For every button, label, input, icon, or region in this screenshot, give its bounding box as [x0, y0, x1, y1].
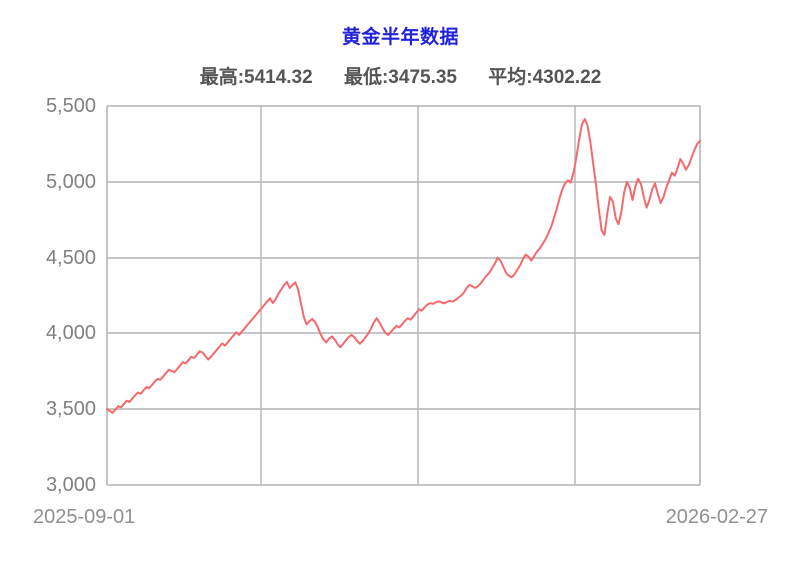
- chart-title: 黄金半年数据: [341, 27, 459, 48]
- y-axis-tick: 5,000: [45, 171, 96, 193]
- chart-statistics-line: 最高:5414.32 最低:3475.35 平均:4302.22: [0, 62, 801, 89]
- x-axis-end-label: 2026-02-27: [665, 506, 768, 528]
- grid-lines: [106, 105, 701, 486]
- y-axis-tick: 3,500: [45, 398, 96, 420]
- stat-low: 最低:3475.35: [343, 67, 457, 88]
- stat-average: 平均:4302.22: [488, 67, 602, 88]
- x-axis-start-label: 2025-09-01: [33, 506, 136, 528]
- stat-high: 最高:5414.32: [199, 67, 313, 88]
- y-axis-tick-labels: 5,500 5,000 4,500 4,000 3,500 3,000: [10, 0, 96, 563]
- y-axis-tick: 3,000: [45, 474, 96, 496]
- y-axis-tick: 4,000: [45, 322, 96, 344]
- y-axis-tick: 5,500: [45, 95, 96, 117]
- y-axis-tick: 4,500: [45, 247, 96, 269]
- price-line-series: [106, 118, 701, 414]
